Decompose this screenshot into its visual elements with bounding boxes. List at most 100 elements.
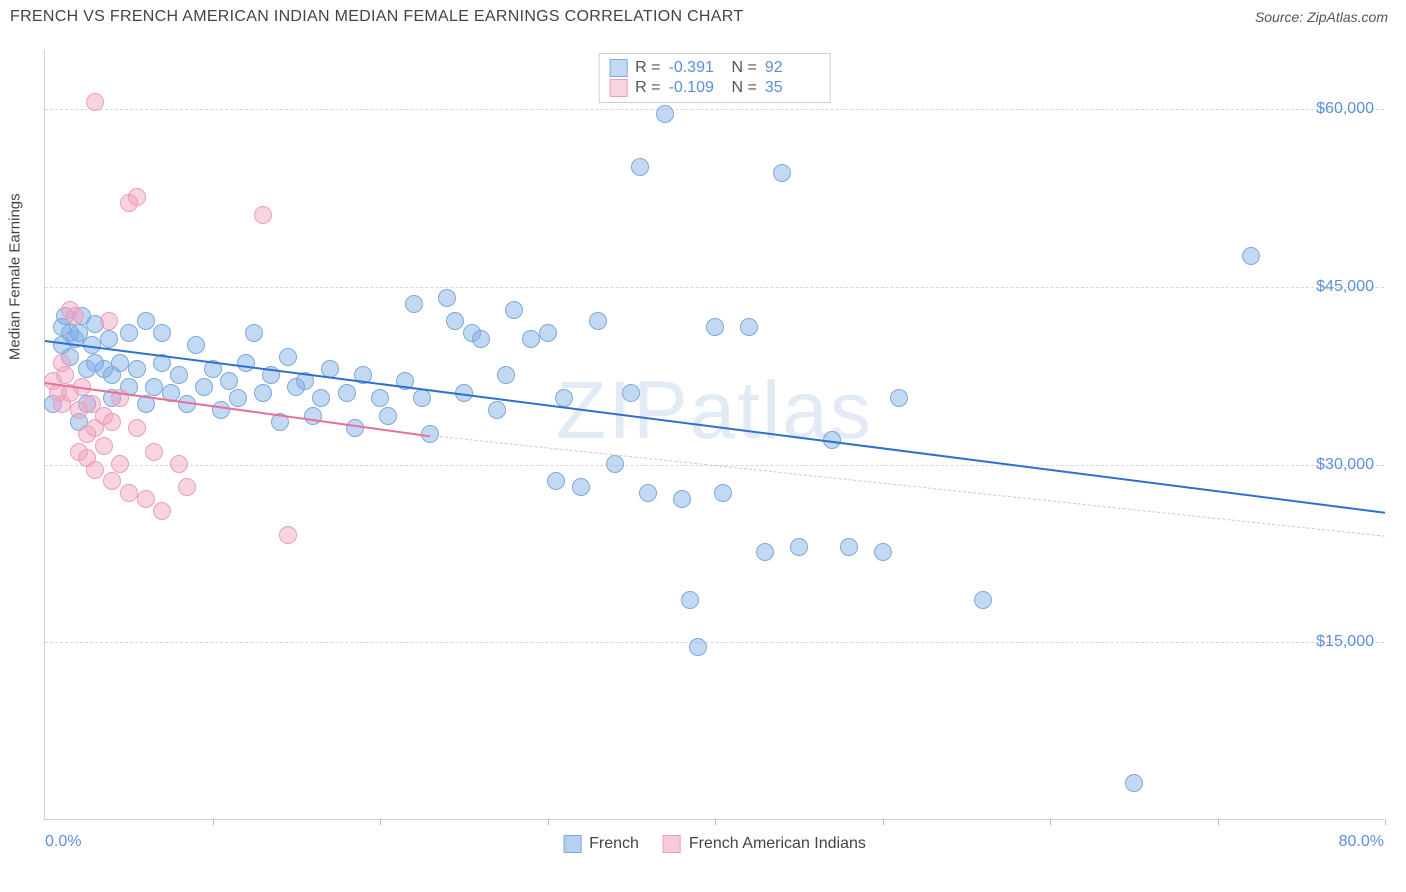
- scatter-point: [1242, 247, 1260, 265]
- x-tick: [1218, 819, 1219, 825]
- legend-swatch: [609, 59, 627, 77]
- legend-label: French American Indians: [689, 835, 866, 853]
- scatter-point: [100, 312, 118, 330]
- legend-swatch: [563, 835, 581, 853]
- scatter-point: [95, 437, 113, 455]
- scatter-point: [170, 366, 188, 384]
- stat-r-value: -0.391: [669, 59, 724, 77]
- scatter-point: [128, 360, 146, 378]
- y-axis-label: Median Female Earnings: [7, 193, 24, 360]
- legend-label: French: [589, 835, 639, 853]
- y-tick-label: $30,000: [1316, 456, 1374, 474]
- scatter-point: [120, 324, 138, 342]
- correlation-stats-legend: R =-0.391N =92R =-0.109N =35: [598, 53, 831, 103]
- scatter-point: [137, 490, 155, 508]
- scatter-point: [111, 455, 129, 473]
- scatter-point: [137, 312, 155, 330]
- scatter-point: [220, 372, 238, 390]
- stat-n-value: 92: [765, 59, 820, 77]
- scatter-point: [773, 164, 791, 182]
- scatter-point: [279, 348, 297, 366]
- scatter-point: [1125, 774, 1143, 792]
- scatter-point: [153, 324, 171, 342]
- legend-swatch: [663, 835, 681, 853]
- scatter-point: [86, 93, 104, 111]
- scatter-point: [338, 384, 356, 402]
- scatter-point: [714, 484, 732, 502]
- stat-n-label: N =: [732, 79, 757, 97]
- y-tick-label: $60,000: [1316, 100, 1374, 118]
- x-tick: [1385, 819, 1386, 825]
- stat-r-label: R =: [635, 59, 660, 77]
- scatter-point: [622, 384, 640, 402]
- scatter-point: [790, 538, 808, 556]
- legend-swatch: [609, 79, 627, 97]
- scatter-point: [890, 389, 908, 407]
- scatter-point: [488, 401, 506, 419]
- gridline: [45, 642, 1384, 643]
- scatter-point: [56, 366, 74, 384]
- scatter-point: [497, 366, 515, 384]
- gridline: [45, 287, 1384, 288]
- scatter-point: [212, 401, 230, 419]
- scatter-point: [639, 484, 657, 502]
- scatter-point: [153, 502, 171, 520]
- x-axis-max-label: 80.0%: [1339, 833, 1384, 851]
- scatter-point: [840, 538, 858, 556]
- scatter-point: [187, 336, 205, 354]
- scatter-point: [673, 490, 691, 508]
- scatter-point: [120, 484, 138, 502]
- scatter-point: [681, 591, 699, 609]
- scatter-point: [974, 591, 992, 609]
- scatter-point: [100, 330, 118, 348]
- scatter-point: [254, 206, 272, 224]
- scatter-point: [304, 407, 322, 425]
- x-tick: [715, 819, 716, 825]
- scatter-point: [195, 378, 213, 396]
- stat-r-value: -0.109: [669, 79, 724, 97]
- scatter-point: [539, 324, 557, 342]
- scatter-point: [111, 354, 129, 372]
- scatter-point: [229, 389, 247, 407]
- source-label: Source: ZipAtlas.com: [1255, 9, 1388, 25]
- scatter-point: [237, 354, 255, 372]
- scatter-point: [371, 389, 389, 407]
- scatter-point: [145, 378, 163, 396]
- scatter-point: [522, 330, 540, 348]
- scatter-point: [128, 419, 146, 437]
- y-tick-label: $45,000: [1316, 278, 1374, 296]
- gridline: [45, 109, 1384, 110]
- scatter-point: [689, 638, 707, 656]
- scatter-point: [103, 413, 121, 431]
- scatter-point: [446, 312, 464, 330]
- scatter-point: [103, 472, 121, 490]
- stat-r-label: R =: [635, 79, 660, 97]
- legend-item: French American Indians: [663, 835, 866, 853]
- scatter-point: [346, 419, 364, 437]
- scatter-point: [706, 318, 724, 336]
- scatter-point: [631, 158, 649, 176]
- scatter-point: [145, 443, 163, 461]
- scatter-point: [505, 301, 523, 319]
- scatter-point: [589, 312, 607, 330]
- scatter-point: [312, 389, 330, 407]
- scatter-point: [245, 324, 263, 342]
- y-tick-label: $15,000: [1316, 633, 1374, 651]
- scatter-point: [254, 384, 272, 402]
- x-tick: [548, 819, 549, 825]
- x-tick: [380, 819, 381, 825]
- scatter-point: [756, 543, 774, 561]
- x-axis-min-label: 0.0%: [45, 833, 81, 851]
- scatter-point: [438, 289, 456, 307]
- scatter-point: [740, 318, 758, 336]
- x-tick: [1050, 819, 1051, 825]
- x-tick: [883, 819, 884, 825]
- scatter-point: [572, 478, 590, 496]
- scatter-point: [379, 407, 397, 425]
- scatter-point: [86, 461, 104, 479]
- legend-item: French: [563, 835, 639, 853]
- scatter-point: [413, 389, 431, 407]
- scatter-point: [405, 295, 423, 313]
- scatter-point: [66, 307, 84, 325]
- stat-n-label: N =: [732, 59, 757, 77]
